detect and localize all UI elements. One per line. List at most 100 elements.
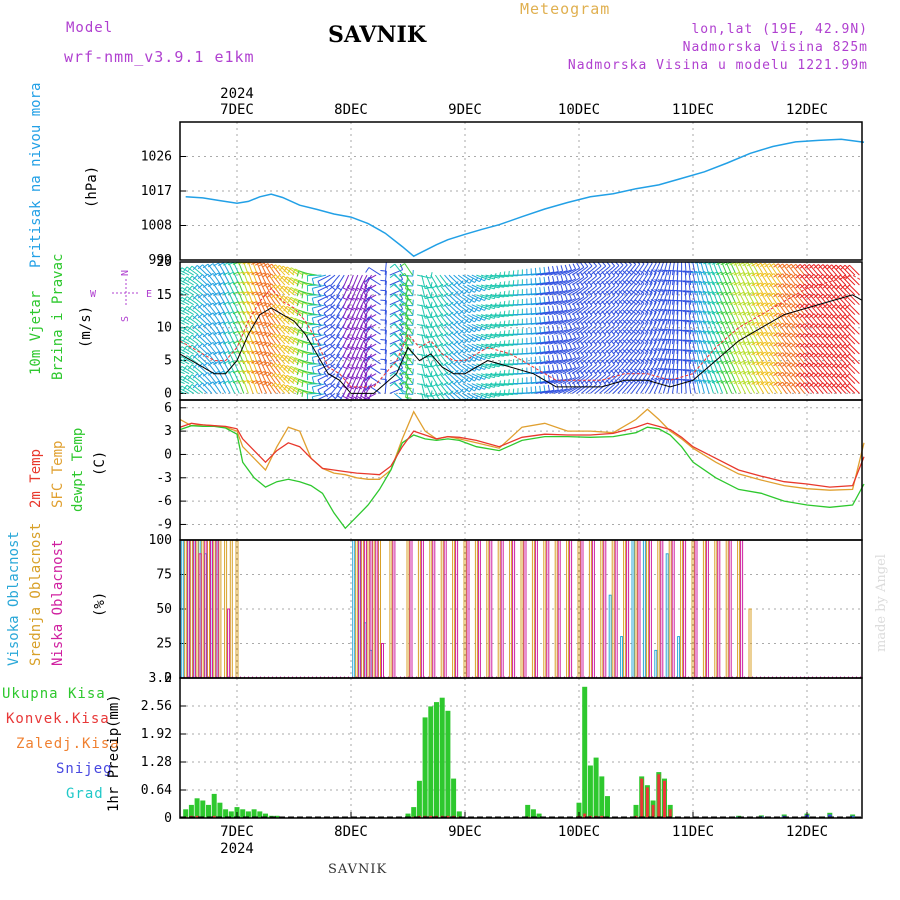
wind-barb-flag xyxy=(389,263,396,269)
wind-barb-flag xyxy=(746,341,753,346)
wind-barb xyxy=(599,344,611,355)
wind-barb xyxy=(603,314,615,325)
wind-barb xyxy=(567,287,580,296)
wind-barb-flag xyxy=(654,289,661,293)
wind-barb-flag xyxy=(556,305,559,312)
wind-barb-flag xyxy=(287,375,292,382)
wind-barb-flag xyxy=(165,339,167,345)
wind-barb xyxy=(617,363,628,375)
wind-barb-flag xyxy=(330,344,336,350)
wind-barb xyxy=(594,275,607,286)
wind-barb xyxy=(804,264,815,276)
wind-barb xyxy=(317,294,331,302)
wind-barb-flag xyxy=(363,321,368,327)
wind-barb-flag xyxy=(218,291,224,296)
wind-barb-flag xyxy=(759,371,766,376)
wind-barb-flag xyxy=(292,337,296,344)
wind-barb-flag xyxy=(237,320,244,324)
wind-barb-flag xyxy=(192,324,198,330)
wind-barb-flag xyxy=(213,262,219,267)
wind-barb xyxy=(594,374,607,384)
wind-barb-flag xyxy=(187,265,193,272)
wind-barb xyxy=(480,284,495,290)
wind-barb xyxy=(640,332,649,345)
wind-barb-flag xyxy=(311,298,315,305)
wind-barb-flag xyxy=(835,333,841,339)
wind-barb-flag xyxy=(197,323,203,329)
wind-barb-flag xyxy=(463,348,469,354)
wind-barb-flag xyxy=(424,306,432,309)
wind-barb-flag xyxy=(227,350,234,354)
wind-barb-flag xyxy=(283,296,288,302)
wind-barb-flag xyxy=(622,290,628,295)
wind-barb xyxy=(330,333,340,346)
wind-barb xyxy=(844,324,856,335)
wind-barb xyxy=(342,343,350,358)
wind-barb-flag xyxy=(795,273,801,279)
wind-barb-flag xyxy=(790,263,797,269)
wind-barb-flag xyxy=(348,337,355,341)
wind-barb-flag xyxy=(365,385,370,392)
wind-barb xyxy=(549,349,563,355)
wind-barb xyxy=(186,384,199,394)
wind-barb-flag xyxy=(835,323,841,329)
wind-barb xyxy=(700,350,705,365)
wind-barb xyxy=(302,360,317,365)
wind-barb xyxy=(394,322,404,335)
wind-barb-flag xyxy=(458,368,464,374)
wind-barb xyxy=(822,303,833,315)
wind-barb-flag xyxy=(698,300,706,304)
wind-barb-flag xyxy=(534,267,537,274)
chart-title: SAVNIK xyxy=(328,22,426,48)
wind-barb xyxy=(631,273,641,286)
wind-barb-flag xyxy=(352,287,359,291)
wind-barb-flag xyxy=(363,301,368,308)
wind-barb xyxy=(421,294,426,309)
wind-barb xyxy=(444,343,455,355)
wind-barb-flag xyxy=(694,349,701,353)
wind-barb-flag xyxy=(197,274,203,279)
wind-barb-flag xyxy=(348,376,355,380)
wind-barb-flag xyxy=(818,362,824,368)
wind-barb-flag xyxy=(768,381,775,386)
wind-barb-flag xyxy=(777,332,784,337)
wind-barb xyxy=(323,274,336,285)
wind-barb-flag xyxy=(556,364,559,371)
wind-barb xyxy=(558,308,572,316)
wind-barb-flag xyxy=(246,300,253,304)
wind-barb-flag xyxy=(556,334,559,341)
wind-barb xyxy=(191,295,204,306)
precip-conv-bar xyxy=(640,778,644,818)
precip-conv-bar xyxy=(663,780,666,818)
wind-barb-flag xyxy=(634,309,641,314)
wind-barb xyxy=(196,373,208,384)
wind-barb-flag xyxy=(664,378,671,381)
wind-barb xyxy=(421,324,426,339)
wind-barb xyxy=(626,293,637,306)
wind-barb xyxy=(822,323,833,335)
wind-barb-flag xyxy=(424,316,432,319)
wind-barb xyxy=(485,294,500,299)
wind-barb xyxy=(617,294,628,306)
wind-barb-flag xyxy=(258,321,265,326)
wind-barb xyxy=(612,314,624,325)
wind-barb xyxy=(813,293,824,306)
wind-barb-flag xyxy=(716,370,722,374)
wind-barb-flag xyxy=(222,311,229,315)
wind-barb xyxy=(590,305,602,315)
wind-barb xyxy=(434,363,444,376)
wind-barb-flag xyxy=(246,310,253,314)
wind-barb-flag xyxy=(795,342,801,348)
wind-barb-flag xyxy=(804,264,810,269)
wind-barb-flag xyxy=(686,339,693,342)
wind-barb xyxy=(290,326,304,335)
wind-barb-flag xyxy=(799,273,806,279)
wind-barb xyxy=(612,383,624,394)
wind-barb xyxy=(818,342,828,355)
wind-barb xyxy=(700,271,705,286)
wind-barb-flag xyxy=(258,272,265,277)
wind-barb-flag xyxy=(237,379,244,383)
wind-barb-flag xyxy=(638,338,645,343)
wind-barb-flag xyxy=(213,351,219,356)
